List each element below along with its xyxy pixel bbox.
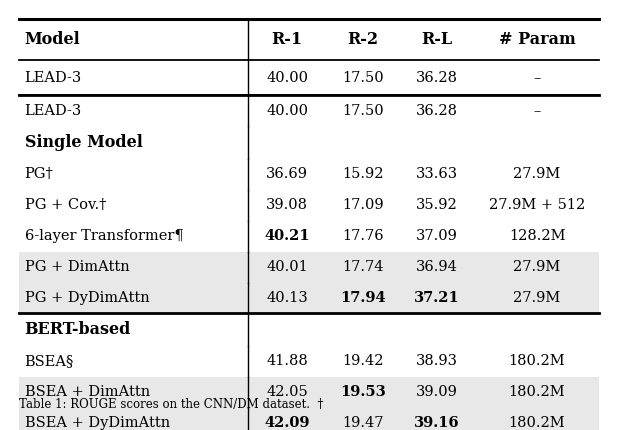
Text: 19.42: 19.42 — [342, 354, 384, 368]
Text: PG†: PG† — [25, 167, 54, 181]
Text: # Param: # Param — [499, 31, 575, 48]
Text: 180.2M: 180.2M — [509, 385, 565, 399]
Text: BSEA§: BSEA§ — [25, 354, 74, 368]
Text: BERT-based: BERT-based — [25, 321, 131, 338]
Text: LEAD-3: LEAD-3 — [25, 71, 82, 85]
Text: PG + DyDimAttn: PG + DyDimAttn — [25, 291, 150, 305]
Text: 39.16: 39.16 — [414, 416, 460, 430]
Text: 35.92: 35.92 — [416, 198, 458, 212]
Text: 42.09: 42.09 — [265, 416, 310, 430]
Text: 36.94: 36.94 — [416, 260, 458, 274]
Text: R-L: R-L — [421, 31, 452, 48]
Text: 180.2M: 180.2M — [509, 354, 565, 368]
Text: 27.9M: 27.9M — [514, 167, 561, 181]
Text: PG + DimAttn: PG + DimAttn — [25, 260, 129, 274]
Text: LEAD-3: LEAD-3 — [25, 104, 82, 118]
Bar — [19, 377, 599, 408]
Text: 17.50: 17.50 — [342, 104, 384, 118]
Text: 17.74: 17.74 — [342, 260, 384, 274]
Text: 40.00: 40.00 — [266, 104, 308, 118]
Text: Table 1: ROUGE scores on the CNN/DM dataset.  †: Table 1: ROUGE scores on the CNN/DM data… — [19, 398, 323, 411]
Text: 27.9M + 512: 27.9M + 512 — [489, 198, 585, 212]
Text: 17.94: 17.94 — [340, 291, 386, 305]
Text: 27.9M: 27.9M — [514, 291, 561, 305]
Text: 36.28: 36.28 — [416, 104, 458, 118]
Text: 42.05: 42.05 — [266, 385, 308, 399]
Text: 27.9M: 27.9M — [514, 260, 561, 274]
Text: 40.00: 40.00 — [266, 71, 308, 85]
Text: 41.88: 41.88 — [266, 354, 308, 368]
Text: 40.21: 40.21 — [265, 229, 310, 243]
Text: 180.2M: 180.2M — [509, 416, 565, 430]
Text: Single Model: Single Model — [25, 134, 143, 151]
Text: BSEA + DyDimAttn: BSEA + DyDimAttn — [25, 416, 170, 430]
Text: 19.47: 19.47 — [342, 416, 384, 430]
Text: BSEA + DimAttn: BSEA + DimAttn — [25, 385, 150, 399]
Text: 39.08: 39.08 — [266, 198, 308, 212]
Text: 15.92: 15.92 — [342, 167, 384, 181]
Text: 6-layer Transformer¶: 6-layer Transformer¶ — [25, 229, 184, 243]
Text: 17.09: 17.09 — [342, 198, 384, 212]
Text: 128.2M: 128.2M — [509, 229, 565, 243]
Text: 40.01: 40.01 — [266, 260, 308, 274]
Text: 37.21: 37.21 — [414, 291, 460, 305]
Text: R-1: R-1 — [272, 31, 303, 48]
Text: 39.09: 39.09 — [416, 385, 458, 399]
Text: 33.63: 33.63 — [416, 167, 458, 181]
Text: 38.93: 38.93 — [416, 354, 458, 368]
Text: 36.28: 36.28 — [416, 71, 458, 85]
Bar — [19, 252, 599, 283]
Text: 37.09: 37.09 — [416, 229, 458, 243]
Text: 36.69: 36.69 — [266, 167, 308, 181]
Text: –: – — [533, 104, 541, 118]
Text: 19.53: 19.53 — [340, 385, 386, 399]
Text: 17.76: 17.76 — [342, 229, 384, 243]
Text: –: – — [533, 71, 541, 85]
Text: 17.50: 17.50 — [342, 71, 384, 85]
Bar — [19, 283, 599, 313]
Bar — [19, 408, 599, 430]
Text: 40.13: 40.13 — [266, 291, 308, 305]
Text: Model: Model — [25, 31, 80, 48]
Text: PG + Cov.†: PG + Cov.† — [25, 198, 106, 212]
Text: R-2: R-2 — [347, 31, 378, 48]
